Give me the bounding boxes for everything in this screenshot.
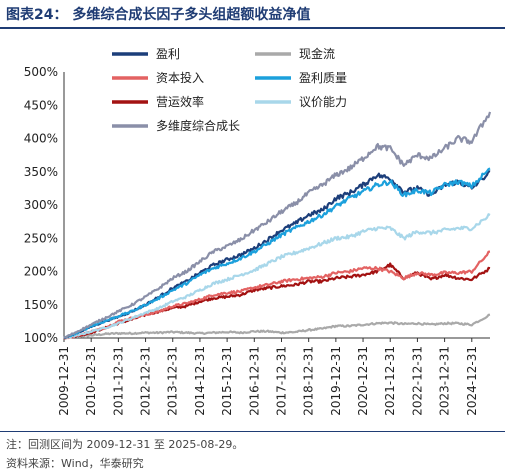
series-lines	[63, 111, 492, 340]
y-tick-label: 500%	[24, 65, 58, 79]
x-tick-label: 2010-12-31	[84, 346, 98, 416]
legend-label: 盈利质量	[299, 71, 347, 85]
x-tick-label: 2014-12-31	[193, 346, 207, 416]
x-tick-label: 2019-12-31	[329, 346, 343, 416]
y-tick-label: 450%	[24, 98, 58, 112]
x-tick-label: 2022-12-31	[410, 346, 424, 416]
legend-label: 多维度综合成长	[156, 118, 240, 133]
y-tick-label: 400%	[24, 132, 58, 146]
x-tick-label: 2016-12-31	[247, 346, 261, 416]
legend-label: 营运效率	[156, 94, 204, 109]
y-tick-label: 300%	[24, 198, 58, 212]
series-line	[63, 167, 491, 339]
legend-label: 议价能力	[299, 95, 347, 109]
legend-label: 盈利	[156, 47, 180, 61]
x-tick-label: 2011-12-31	[111, 346, 125, 416]
figure-title: 图表24： 多维综合成长因子多头组超额收益净值	[6, 7, 311, 23]
y-tick-label: 100%	[24, 331, 58, 345]
series-line	[63, 111, 492, 339]
footer-rule	[0, 431, 505, 432]
series-line	[63, 313, 491, 340]
series-line	[63, 250, 491, 340]
chart-note: 注：回测区间为 2009-12-31 至 2025-08-29。	[6, 438, 244, 451]
line-chart: 100% 150% 200% 250% 300% 350% 400% 450% 500% 200…	[24, 46, 492, 416]
x-axis: 2009-12-31 2010-12-31 2011-12-31 2012-12-31…	[57, 337, 490, 416]
x-tick-label: 2018-12-31	[302, 346, 316, 416]
legend-label: 资本投入	[156, 70, 204, 85]
chart-source: 资料来源：Wind，华泰研究	[6, 457, 144, 470]
legend-label: 现金流	[299, 46, 335, 61]
x-tick-label: 2013-12-31	[166, 346, 180, 416]
series-line	[63, 213, 491, 339]
x-tick-label: 2024-12-31	[465, 346, 479, 416]
x-tick-label: 2017-12-31	[274, 346, 288, 416]
x-tick-label: 2009-12-31	[57, 346, 71, 416]
y-tick-label: 250%	[24, 231, 58, 245]
y-tick-label: 200%	[24, 265, 58, 279]
x-tick-label: 2015-12-31	[220, 346, 234, 416]
x-tick-label: 2023-12-31	[438, 346, 452, 416]
title-rule	[0, 27, 505, 29]
y-tick-label: 150%	[24, 298, 58, 312]
y-axis: 100% 150% 200% 250% 300% 350% 400% 450% 500%	[24, 65, 65, 345]
x-tick-label: 2012-12-31	[139, 346, 153, 416]
x-tick-label: 2021-12-31	[383, 346, 397, 416]
x-tick-label: 2020-12-31	[356, 346, 370, 416]
y-tick-label: 350%	[24, 165, 58, 179]
